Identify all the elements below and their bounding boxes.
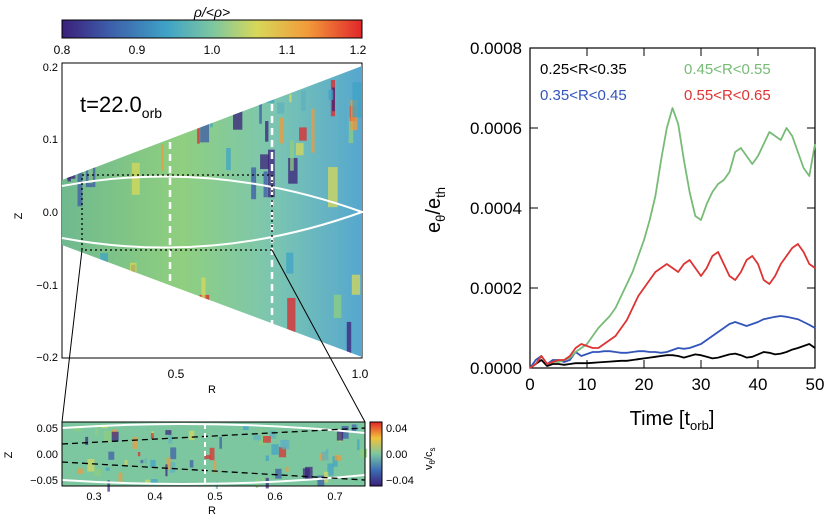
density-colorbar-ticks: 0.8 0.9 1.0 1.1 1.2 bbox=[54, 43, 367, 57]
inset-x-tick: 0.4 bbox=[147, 491, 162, 503]
legend-entry: 0.55<R<0.65 bbox=[684, 87, 771, 104]
legend-entry: 0.35<R<0.45 bbox=[540, 87, 627, 104]
chart-ylabel: eθ/eth bbox=[423, 187, 448, 233]
legend-entry: 0.45<R<0.55 bbox=[684, 61, 771, 78]
density-colorbar-tick: 1.2 bbox=[350, 43, 367, 57]
density-ylabel: Z bbox=[13, 212, 25, 219]
series-line-0.45<R<0.55 bbox=[529, 107, 816, 369]
chart-ticks: 0 10 20 30 40 50 0.0000 0.0002 0.0004 0.0006 0.000… bbox=[470, 39, 824, 394]
y-tick: 0.1 bbox=[43, 134, 58, 146]
zoom-connector bbox=[61, 249, 83, 423]
density-colorbar-title: ρ/<ρ> bbox=[193, 4, 230, 20]
series-line-0.35<R<0.45 bbox=[529, 315, 816, 369]
velocity-colorbar-tick: −0.04 bbox=[386, 475, 414, 487]
x-tick: 1.0 bbox=[352, 367, 369, 381]
energy-chart: 0 10 20 30 40 50 0.0000 0.0002 0.0004 0.0006 0.000… bbox=[423, 39, 824, 433]
chart-y-tick: 0.0008 bbox=[470, 39, 522, 58]
inset-y-ticks: 0.05 0.00 −0.05 bbox=[30, 423, 58, 487]
zoom-connector bbox=[271, 249, 366, 423]
inset-dashed bbox=[61, 427, 366, 481]
velocity-colorbar-tick: 0.00 bbox=[386, 449, 407, 461]
series-line-0.55<R<0.65 bbox=[529, 243, 816, 369]
time-label: t=22.0orb bbox=[80, 92, 162, 121]
chart-x-tick: 20 bbox=[635, 375, 654, 394]
legend-entry: 0.25<R<0.35 bbox=[540, 61, 627, 78]
chart-x-tick: 40 bbox=[749, 375, 768, 394]
inset-x-tick: 0.5 bbox=[207, 491, 222, 503]
y-tick: −0.2 bbox=[36, 352, 58, 364]
chart-y-tick: 0.0002 bbox=[470, 279, 522, 298]
density-colorbar-tick: 1.1 bbox=[279, 43, 296, 57]
density-panel: ρ/<ρ> 0.8 0.9 1.0 1.1 1.2 t=22.0orb 0.2 … bbox=[13, 4, 369, 396]
inset-x-tick: 0.3 bbox=[86, 491, 101, 503]
inset-xlabel: R bbox=[208, 505, 216, 517]
density-colorbar-tick: 1.0 bbox=[204, 43, 221, 57]
density-colorbar bbox=[61, 19, 363, 39]
chart-x-tick: 0 bbox=[525, 375, 534, 394]
velocity-colorbar-label: vθ/cs bbox=[423, 447, 437, 470]
inset-ylabel: Z bbox=[3, 451, 15, 458]
density-xlabel: R bbox=[208, 384, 216, 396]
chart-y-tick: 0.0000 bbox=[470, 359, 522, 378]
inset-x-tick: 0.6 bbox=[267, 491, 282, 503]
chart-x-tick: 10 bbox=[578, 375, 597, 394]
velocity-inset: 0.05 0.00 −0.05 Z 0.3 0.4 0.5 0.6 0.7 R … bbox=[3, 421, 437, 517]
chart-xlabel: Time [torb] bbox=[630, 408, 715, 433]
zoom-region bbox=[81, 174, 273, 251]
velocity-colorbar-tick: 0.04 bbox=[386, 423, 407, 435]
density-colorbar-tick: 0.8 bbox=[54, 43, 71, 57]
chart-y-tick: 0.0004 bbox=[470, 199, 522, 218]
density-colorbar-tick: 0.9 bbox=[129, 43, 146, 57]
chart-x-tick: 50 bbox=[806, 375, 825, 394]
chart-x-tick: 30 bbox=[692, 375, 711, 394]
inset-y-tick: 0.00 bbox=[37, 449, 58, 461]
series-line-0.25<R<0.35 bbox=[529, 343, 816, 369]
y-tick: 0.2 bbox=[43, 62, 58, 74]
inset-y-tick: 0.05 bbox=[37, 423, 58, 435]
chart-series bbox=[529, 107, 816, 369]
density-y-ticks: 0.2 0.1 0.0 −0.1 −0.2 bbox=[36, 62, 58, 364]
inset-y-tick: −0.05 bbox=[30, 475, 58, 487]
y-tick: 0.0 bbox=[43, 207, 58, 219]
chart-y-tick: 0.0006 bbox=[470, 119, 522, 138]
inset-x-ticks: 0.3 0.4 0.5 0.6 0.7 bbox=[86, 491, 342, 503]
inset-x-tick: 0.7 bbox=[327, 491, 342, 503]
x-tick: 0.5 bbox=[168, 367, 185, 381]
disk-outline bbox=[61, 175, 365, 249]
velocity-colorbar bbox=[369, 421, 383, 487]
y-tick: −0.1 bbox=[36, 280, 58, 292]
